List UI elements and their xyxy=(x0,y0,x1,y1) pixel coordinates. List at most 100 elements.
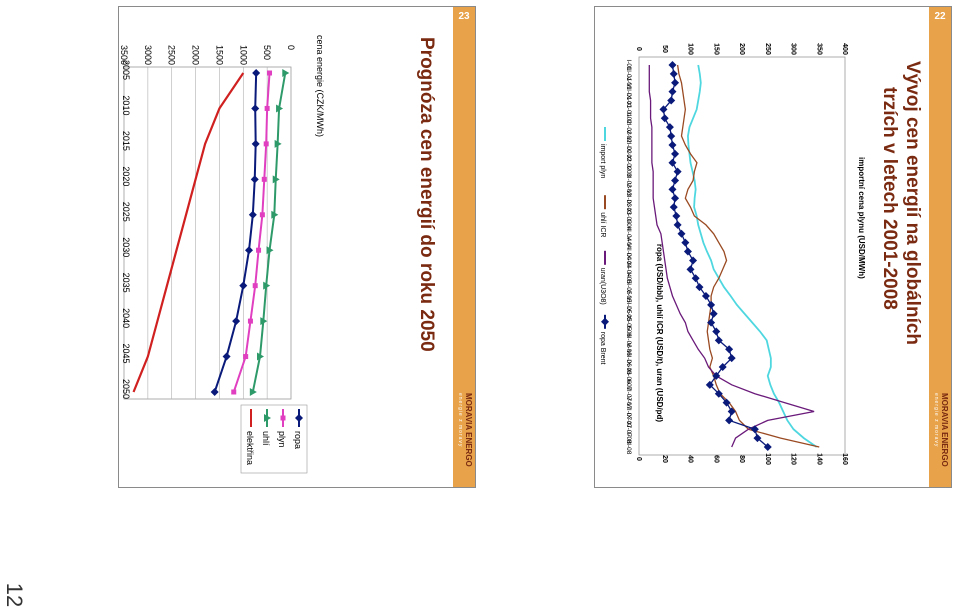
data-point xyxy=(673,220,682,229)
data-point xyxy=(691,274,700,283)
data-point xyxy=(714,389,723,398)
data-point xyxy=(266,246,274,255)
legend-label: import plyn xyxy=(599,144,606,178)
category-tick-label: VII-04 xyxy=(625,243,632,261)
right-axis-tick-label: 40 xyxy=(687,455,694,463)
category-tick-label: IX-04 xyxy=(625,253,632,269)
legend: import plyn uhlí ICR uran(U3O8) ropa Brent xyxy=(599,127,609,365)
accent-stripe xyxy=(929,7,951,487)
category-tick-label: VII-01 xyxy=(625,83,632,101)
legend-label: plyn xyxy=(277,431,287,448)
series-elektřina xyxy=(132,72,245,393)
data-point xyxy=(671,194,680,203)
left-axis-tick-label: 50 xyxy=(661,45,668,53)
category-tick-label: IX-05 xyxy=(625,306,632,322)
data-point xyxy=(673,167,682,176)
category-tick-label: III-05 xyxy=(625,280,632,295)
legend-marker xyxy=(264,414,271,422)
category-tick-label: XI-04 xyxy=(625,262,632,278)
left-axis-tick-label: 250 xyxy=(764,43,771,55)
category-tick-label: III-07 xyxy=(625,386,632,401)
category-tick-label: I-06 xyxy=(625,326,632,338)
series-line xyxy=(213,72,258,393)
legend-marker xyxy=(601,317,609,326)
value-tick-label: 2000 xyxy=(191,45,201,65)
slide-title-line1: Vývoj cen energií na globálních xyxy=(902,61,923,345)
slide-number: 22 xyxy=(934,11,946,22)
data-point xyxy=(707,300,716,309)
data-point xyxy=(763,443,772,451)
series-line xyxy=(687,64,818,448)
category-tick-label: I-02 xyxy=(625,113,632,125)
data-point xyxy=(282,69,290,77)
category-tick-label: VII-05 xyxy=(625,296,632,314)
data-point xyxy=(668,87,677,96)
right-axis-tick-label: 100 xyxy=(764,453,771,465)
data-point xyxy=(750,425,759,434)
page-side-number: 12 xyxy=(2,582,28,608)
data-point xyxy=(251,104,260,113)
plot-frame xyxy=(638,56,846,456)
category-tick-label: 2045 xyxy=(121,344,131,364)
data-point xyxy=(668,158,677,167)
value-tick-label: 3500 xyxy=(119,45,129,65)
category-tick-label: VII-06 xyxy=(625,349,632,367)
data-point xyxy=(722,398,731,407)
data-point xyxy=(276,104,284,113)
value-tick-label: 0 xyxy=(286,45,296,50)
category-tick-label: VII-03 xyxy=(625,190,632,208)
data-point xyxy=(753,434,762,443)
category-tick-label: V-07 xyxy=(625,396,632,410)
data-point xyxy=(668,140,677,149)
data-point xyxy=(659,105,668,114)
category-tick-label: V-02 xyxy=(625,129,632,143)
category-tick-label: III-08 xyxy=(625,440,632,455)
data-point xyxy=(256,247,262,253)
slide-left: 23 energie z moravy MORAVIA ENERGO Progn… xyxy=(118,6,476,488)
data-point xyxy=(712,371,721,380)
series-line xyxy=(251,72,287,393)
data-point xyxy=(245,246,254,255)
data-point xyxy=(695,283,704,292)
plot-area xyxy=(123,66,292,400)
data-point xyxy=(725,416,734,425)
legend-label: uhlí xyxy=(261,431,271,446)
brand-name: MORAVIA ENERGO xyxy=(940,393,949,467)
data-point xyxy=(274,139,282,148)
category-tick-label: XI-07 xyxy=(625,421,632,437)
left-axis-tick-label: 300 xyxy=(790,43,797,55)
data-point xyxy=(707,318,716,327)
plot-area xyxy=(638,56,846,456)
data-point xyxy=(252,283,258,289)
data-point xyxy=(672,212,681,221)
data-point xyxy=(252,69,261,77)
value-tick-label: 500 xyxy=(262,45,272,60)
category-tick-label: 2035 xyxy=(121,273,131,293)
category-tick-label: IX-01 xyxy=(625,93,632,109)
series-uhlí xyxy=(249,69,290,396)
left-axis-tick-label: 400 xyxy=(841,43,848,55)
series-line xyxy=(232,72,271,393)
legend-marker xyxy=(280,415,286,421)
data-point xyxy=(671,149,680,158)
data-point xyxy=(239,281,248,290)
category-tick-label: 2030 xyxy=(121,237,131,257)
slide-number: 23 xyxy=(458,11,470,22)
data-point xyxy=(222,352,231,361)
category-tick-label: XI-06 xyxy=(625,368,632,384)
category-tick-label: I-08 xyxy=(625,433,632,445)
category-tick-label: III-03 xyxy=(625,173,632,188)
legend-label: ropa xyxy=(293,431,303,449)
data-point xyxy=(251,139,260,148)
category-tick-label: III-04 xyxy=(625,226,632,241)
series-line xyxy=(132,72,245,393)
data-point xyxy=(267,70,273,76)
data-point xyxy=(210,388,219,396)
data-point xyxy=(263,281,271,290)
data-point xyxy=(232,317,241,326)
data-point xyxy=(260,317,268,326)
data-point xyxy=(727,407,736,416)
category-tick-label: I-04 xyxy=(625,219,632,231)
series-line xyxy=(648,65,815,448)
category-tick-label: 2020 xyxy=(121,166,131,186)
